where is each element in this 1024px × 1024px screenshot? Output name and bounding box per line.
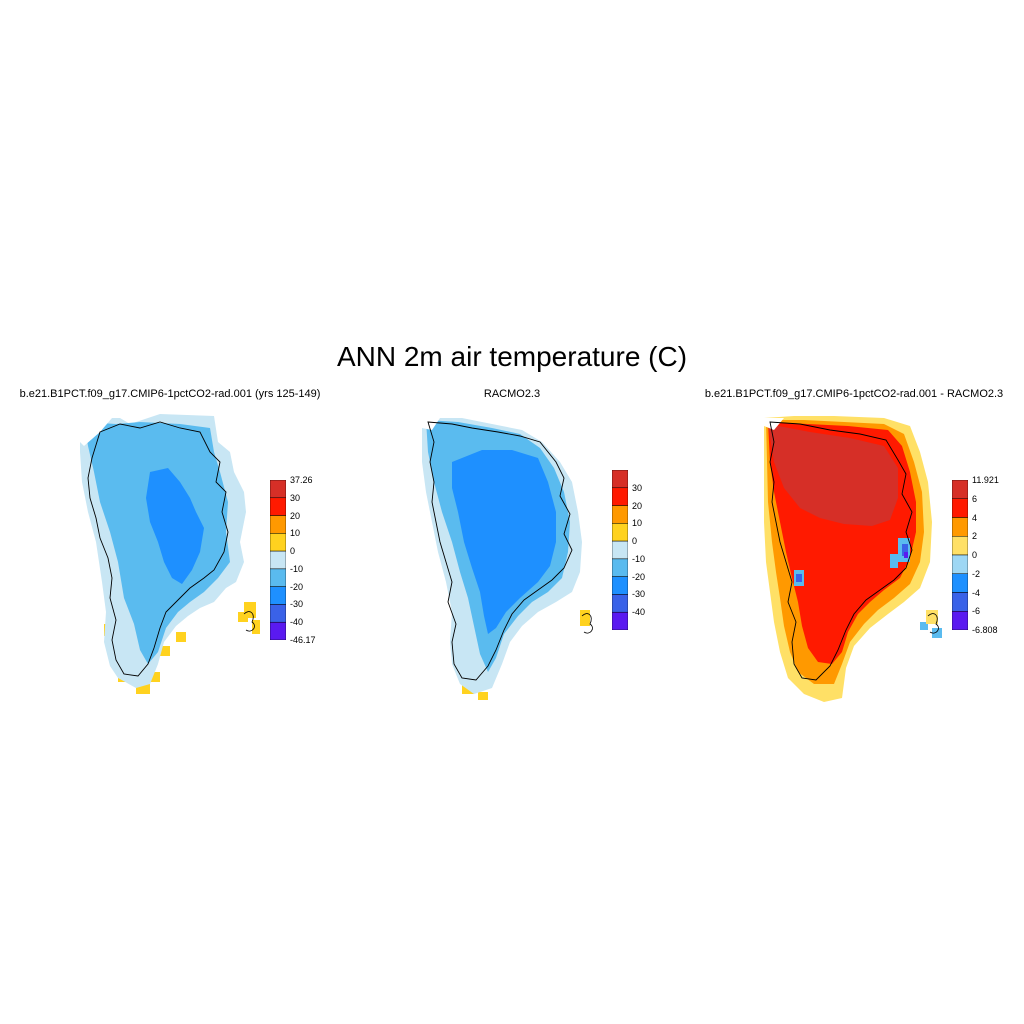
colorbar-swatch (612, 470, 628, 489)
greenland-map-model (80, 414, 260, 694)
colorbar-tick-label: -20 (632, 571, 646, 582)
coastline (87, 421, 229, 677)
colorbar-swatch (952, 592, 968, 612)
colorbar-swatch (270, 604, 286, 623)
colorbar-tick-label: 10 (632, 518, 643, 529)
colorbar-swatch (612, 576, 628, 595)
colorbar-racmo (612, 470, 628, 630)
colorbar-swatch (612, 594, 628, 613)
greenland-map-racmo (422, 418, 593, 700)
colorbar-swatch (270, 586, 286, 605)
colorbar-tick-label: -40 (632, 607, 646, 618)
colorbar-tick-label: -46.17 (290, 635, 316, 645)
colorbar-tick-label: 20 (290, 510, 301, 521)
colorbar-difference (952, 480, 968, 630)
colorbar-tick-label: -6.808 (972, 625, 998, 635)
colorbar-tick-label: -4 (972, 587, 981, 598)
temp-zone-mid (84, 422, 230, 664)
panel-title-model: b.e21.B1PCT.f09_g17.CMIP6-1pctCO2-rad.00… (19, 388, 321, 400)
colorbar-swatch (270, 515, 286, 534)
colorbar-tick-label: -30 (632, 589, 646, 600)
colorbar-swatch (952, 517, 968, 537)
colorbar-tick-label: 30 (632, 482, 643, 493)
colorbar-tick-label: 10 (290, 528, 301, 539)
greenland-map-difference (764, 416, 942, 702)
coastal-warm-cells (456, 610, 590, 700)
colorbar-tick-label: -20 (290, 581, 304, 592)
colorbar-swatch (270, 497, 286, 516)
colorbar-swatch (270, 480, 286, 499)
colorbar-swatch (270, 533, 286, 552)
colorbar-tick-label: 11.921 (972, 475, 999, 485)
colorbar-swatch (612, 558, 628, 577)
colorbar-model (270, 480, 286, 640)
colorbar-tick-label: -2 (972, 568, 981, 579)
colorbar-tick-label: 6 (972, 493, 978, 504)
colorbar-tick-label: 2 (972, 531, 978, 542)
colorbar-tick-label: 4 (972, 512, 978, 523)
colorbar-tick-label: 0 (972, 550, 978, 560)
colorbar-tick-label: -10 (632, 553, 646, 564)
colorbar-swatch (612, 505, 628, 524)
colorbar-swatch (612, 487, 628, 506)
coastline (769, 421, 913, 681)
colorbar-swatch (270, 568, 286, 587)
diff-zone-core (768, 424, 898, 526)
colorbar-swatch (612, 611, 628, 630)
temp-zone-core (452, 450, 556, 634)
colorbar-tick-label: -10 (290, 563, 304, 574)
colorbar-swatch (270, 550, 286, 570)
colorbar-tick-label: 0 (290, 546, 296, 557)
panel-title-difference: b.e21.B1PCT.f09_g17.CMIP6-1pctCO2-rad.00… (704, 388, 1004, 400)
colorbar-tick-label: -40 (290, 617, 304, 628)
colorbar-swatch (270, 621, 286, 640)
colorbar-swatch (612, 523, 628, 542)
colorbar-swatch (612, 540, 628, 560)
colorbar-swatch (952, 480, 968, 499)
colorbar-tick-label: 0 (632, 536, 638, 547)
colorbar-swatch (952, 536, 968, 556)
coastline (427, 421, 573, 681)
colorbar-tick-label: 30 (290, 492, 301, 503)
colorbar-tick-label: 37.26 (290, 475, 313, 485)
diff-zone-cold (794, 538, 942, 638)
colorbar-swatch (952, 611, 968, 630)
colorbar-tick-label: -30 (290, 599, 304, 610)
colorbar-swatch (952, 554, 968, 574)
colorbar-tick-label: -6 (972, 606, 981, 617)
figure-title: ANN 2m air temperature (C) (336, 341, 688, 372)
colorbar-swatch (952, 498, 968, 518)
colorbar-tick-label: 20 (632, 500, 643, 511)
panel-title-racmo: RACMO2.3 (483, 388, 541, 400)
colorbar-swatch (952, 573, 968, 593)
temp-zone-core (146, 468, 204, 584)
coastal-warm-cells (104, 602, 260, 694)
